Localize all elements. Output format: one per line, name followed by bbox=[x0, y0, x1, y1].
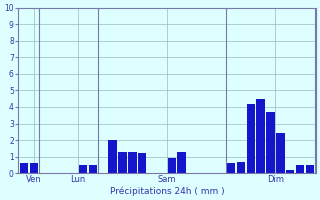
Bar bbox=[256, 99, 265, 173]
Bar bbox=[138, 153, 147, 173]
Bar bbox=[20, 163, 28, 173]
Bar bbox=[296, 165, 304, 173]
Bar bbox=[168, 158, 176, 173]
Bar bbox=[227, 163, 235, 173]
Bar bbox=[118, 152, 127, 173]
X-axis label: Précipitations 24h ( mm ): Précipitations 24h ( mm ) bbox=[109, 186, 224, 196]
Bar bbox=[266, 112, 275, 173]
Bar bbox=[246, 104, 255, 173]
Bar bbox=[237, 162, 245, 173]
Bar bbox=[89, 165, 97, 173]
Bar bbox=[276, 133, 284, 173]
Bar bbox=[29, 163, 38, 173]
Bar bbox=[128, 152, 137, 173]
Bar bbox=[306, 165, 314, 173]
Bar bbox=[108, 140, 117, 173]
Bar bbox=[178, 152, 186, 173]
Bar bbox=[79, 165, 87, 173]
Bar bbox=[286, 170, 294, 173]
